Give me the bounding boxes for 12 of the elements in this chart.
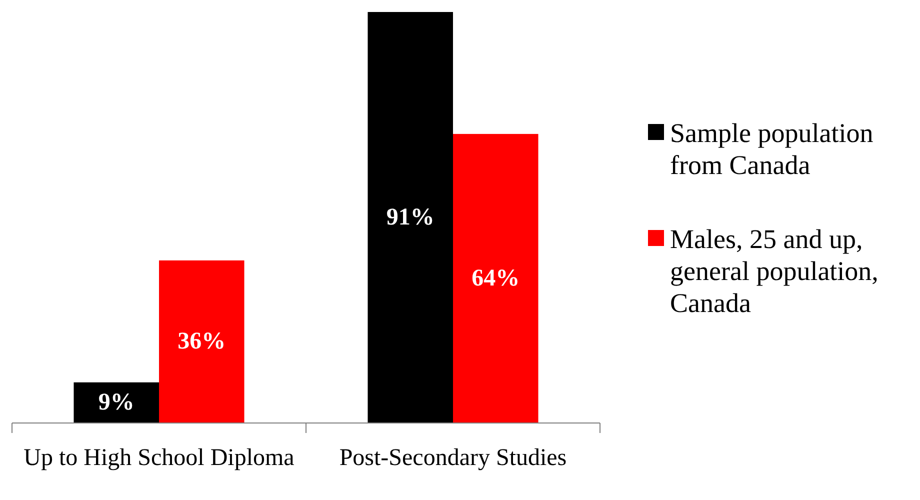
x-tick-label: Post-Secondary Studies xyxy=(339,445,567,471)
legend-label: Sample population from Canada xyxy=(670,118,874,180)
data-label: 64% xyxy=(472,265,520,292)
x-tick-label: Up to High School Diploma xyxy=(24,445,295,471)
data-label: 91% xyxy=(386,204,434,230)
bar xyxy=(368,12,453,423)
data-label: 36% xyxy=(178,328,226,355)
bar xyxy=(74,382,159,423)
bar xyxy=(159,260,244,423)
legend-label: Males, 25 and up, general population, Canada xyxy=(670,224,878,318)
bar xyxy=(453,134,538,423)
data-label: 9% xyxy=(98,390,134,416)
